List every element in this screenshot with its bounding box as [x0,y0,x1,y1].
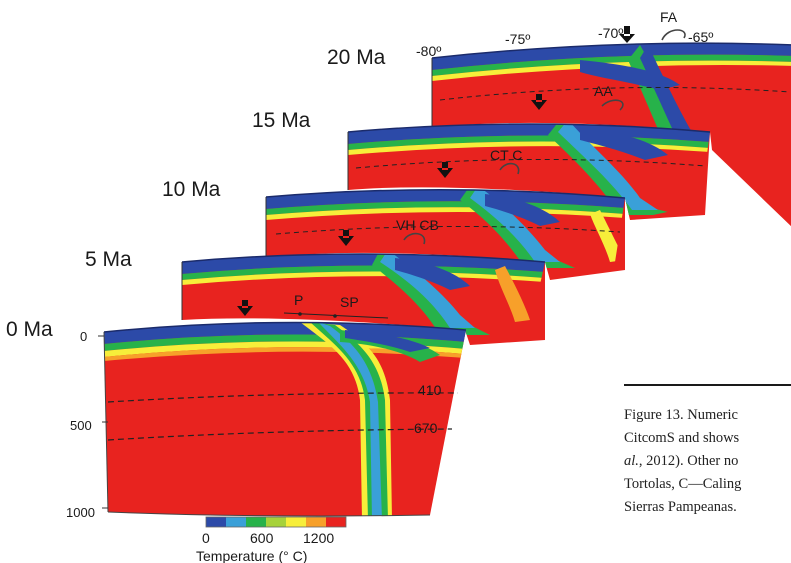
marker-arrows [403,29,686,245]
caption-line: Figure 13. Numeric [624,407,738,423]
longitude-label: -75º [505,31,530,47]
depth-label: 500 [70,418,92,433]
caption-rule [624,384,791,386]
marker-label-sp: SP [340,294,359,310]
colorbar-title: Temperature (° C) [196,548,307,563]
marker-label-ctc: CT C [490,147,522,163]
panel-20ma [431,42,791,227]
age-label-10ma: 10 Ma [162,178,221,201]
longitude-label: -70º [598,25,623,41]
panel-15ma [347,123,711,220]
age-label-15ma: 15 Ma [252,109,311,132]
caption-line: al., 2012). Other no [624,450,791,473]
marker-label-fa: FA [660,9,678,25]
caption-line: CitcomS and shows [624,430,740,446]
caption-italic: al. [624,453,639,469]
colorbar-tick: 0 [202,530,210,546]
colorbar-tick: 1200 [303,530,334,546]
discontinuity-label-670: 670 [414,420,438,436]
caption-line: Tortolas, C—Caling [624,476,742,492]
depth-label: 1000 [66,505,95,520]
colorbar-tick: 600 [250,530,274,546]
panel-5ma [181,253,546,345]
trench-arrows [237,26,635,316]
discontinuity-label-410: 410 [418,382,442,398]
marker-label-p: P [294,292,303,308]
longitude-label: -80º [416,43,441,59]
longitude-label: -65º [688,29,713,45]
panel-0ma [98,312,467,517]
figure-caption: Figure 13. Numeric CitcomS and shows al.… [624,404,791,519]
temperature-colorbar [205,516,347,528]
caption-text: , 2012). Other no [638,453,739,469]
marker-label-aa: AA [594,83,613,99]
depth-label: 0 [80,329,87,344]
age-label-5ma: 5 Ma [85,248,132,271]
caption-line: Sierras Pampeanas. [624,499,737,515]
panel-10ma [265,188,626,280]
marker-label-vhcb: VH CB [396,217,439,233]
age-label-20ma: 20 Ma [327,46,386,69]
age-label-0ma: 0 Ma [6,318,53,341]
